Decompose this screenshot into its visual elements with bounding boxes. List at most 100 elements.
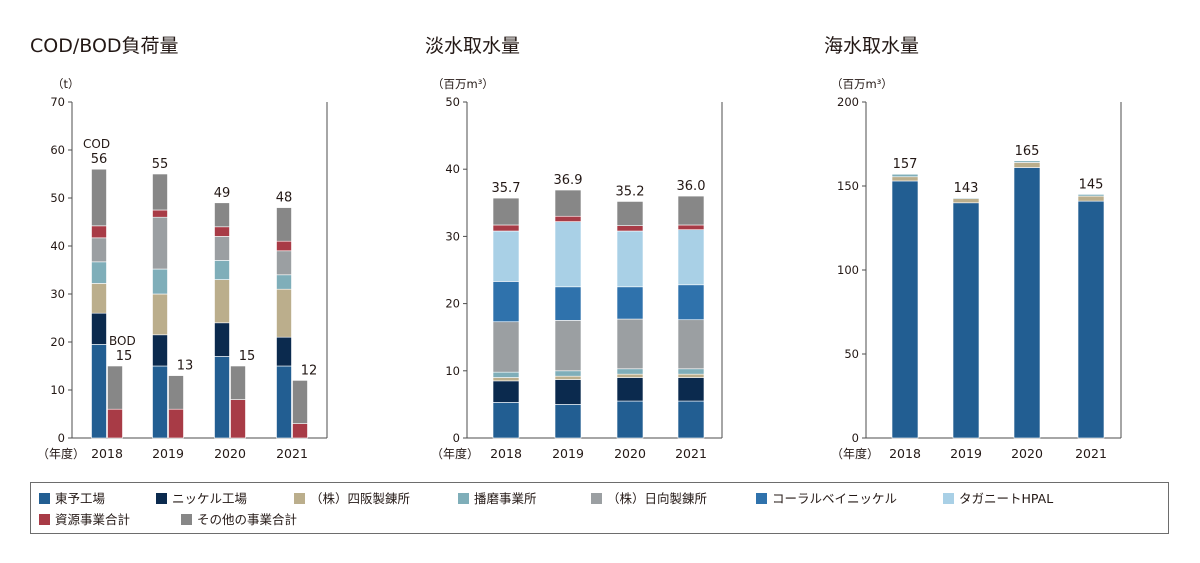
y-tick-label: 40: [445, 162, 460, 176]
bar-segment-shigen: [492, 224, 520, 232]
y-tick-label: 20: [50, 335, 65, 349]
bar-segment-hyuga: [91, 237, 107, 263]
bar-segment-shisaka: [152, 293, 168, 336]
legend-label: 資源事業合計: [55, 512, 131, 527]
legend-swatch: [943, 493, 954, 504]
y-tick-label: 150: [837, 179, 859, 193]
bar-segment-coral: [492, 281, 520, 323]
x-tick-label: 2020: [214, 446, 246, 461]
seawater-chart: 海水取水量 （百万m³） 0 50 100 150 200 （年度） 2018 2019 2020 2…: [824, 35, 1122, 461]
bar-segment-shigen: [276, 240, 292, 252]
bar-segment-shigen: [168, 408, 184, 439]
bar-segment-higashiyo: [492, 402, 520, 439]
bar-segment-hyuga: [677, 319, 705, 370]
x-tick-label: 2020: [614, 446, 646, 461]
legend-item-other: その他の事業合計: [181, 512, 297, 528]
x-tick-label: 2018: [91, 446, 123, 461]
bar-segment-taganito: [492, 230, 520, 282]
bar-segment-harima: [91, 261, 107, 284]
y-tick-label: 70: [50, 95, 65, 109]
bar-total-label: 12: [301, 363, 318, 378]
bar-total-label: 36.0: [677, 179, 706, 194]
legend-item-hyuga: （株）日向製錬所: [591, 491, 707, 507]
bar-segment-hyuga: [152, 216, 168, 270]
y-tick-label: 40: [50, 239, 65, 253]
bar-total-label: 143: [954, 181, 979, 196]
legend-swatch: [591, 493, 602, 504]
bar-segment-shisaka: [952, 198, 980, 204]
bar-segment-nickel: [91, 312, 107, 345]
legend-item-taganito: タガニートHPAL: [943, 491, 1053, 507]
y-tick-label: 50: [50, 191, 65, 205]
y-tick-label: 0: [453, 431, 460, 445]
bar-segment-shigen: [107, 408, 123, 439]
bar-segment-other: [214, 202, 230, 228]
x-tick-label: 2020: [1011, 446, 1043, 461]
bar-segment-shisaka: [1077, 195, 1105, 202]
bar-total-label: 145: [1079, 177, 1104, 192]
bar-segment-nickel: [554, 379, 582, 405]
legend-swatch: [39, 514, 50, 525]
y-tick-label: 50: [445, 95, 460, 109]
y-tick-label: 50: [844, 347, 859, 361]
bar-segment-higashiyo: [91, 344, 107, 439]
legend-item-nickel: ニッケル工場: [156, 491, 247, 507]
bar-segment-higashiyo: [616, 400, 644, 439]
x-axis-label: （年度）: [37, 446, 85, 461]
cod-bod-chart: COD/BOD負荷量 （t） 0 10 20 30 40 50 60 70 （年度） 2018 2019…: [30, 35, 328, 461]
bar-total-label: 157: [893, 157, 918, 172]
bar-segment-harima: [616, 368, 644, 375]
legend-label: ニッケル工場: [172, 491, 248, 506]
bar-segment-harima: [1013, 160, 1041, 163]
bar-segment-harima: [891, 173, 919, 178]
bar-segment-nickel: [677, 377, 705, 402]
bar-segment-other: [107, 365, 123, 410]
bar-segment-nickel: [616, 377, 644, 402]
bar-segment-harima: [214, 260, 230, 280]
bar-segment-coral: [554, 286, 582, 321]
bar-segment-nickel: [152, 334, 168, 367]
bar-segment-shisaka: [554, 375, 582, 380]
bar-segment-nickel: [492, 380, 520, 403]
bar-segment-shigen: [230, 399, 246, 439]
bar-segment-shigen: [292, 423, 308, 439]
legend-label: 東予工場: [55, 491, 106, 506]
bar-segment-shisaka: [492, 377, 520, 382]
x-tick-label: 2021: [276, 446, 308, 461]
bar-segment-higashiyo: [952, 202, 980, 439]
bar-segment-higashiyo: [152, 365, 168, 439]
bar-segment-harima: [1077, 194, 1105, 197]
bar-segment-higashiyo: [1077, 200, 1105, 439]
y-tick-label: 0: [58, 431, 65, 445]
legend-item-shigen: 資源事業合計: [39, 512, 130, 528]
chart-title: 淡水取水量: [425, 35, 520, 57]
legend-swatch: [294, 493, 305, 504]
x-axis-label: （年度）: [831, 446, 879, 461]
bar-segment-shisaka: [677, 373, 705, 378]
bar-segment-other: [276, 207, 292, 242]
bar-segment-hyuga: [554, 320, 582, 372]
chart-title: COD/BOD負荷量: [30, 35, 179, 57]
legend-item-shisaka: （株）四阪製錬所: [294, 491, 410, 507]
bar-segment-hyuga: [276, 250, 292, 276]
x-tick-label: 2018: [889, 446, 921, 461]
bar-segment-shigen: [554, 215, 582, 222]
bar-segment-shisaka: [276, 288, 292, 338]
bar-segment-harima: [152, 268, 168, 295]
y-tick-label: 200: [837, 95, 859, 109]
bar-segment-shigen: [616, 225, 644, 232]
freshwater-chart: 淡水取水量 （百万m³） 0 10 20 30 40 50 （年度） 2018 2019 2020 20…: [425, 35, 723, 461]
bar-segment-harima: [677, 368, 705, 375]
bar-segment-shigen: [91, 225, 107, 239]
bar-total-label: 35.2: [616, 184, 645, 199]
bar-segment-shigen: [214, 226, 230, 237]
legend-item-coral: コーラルベイニッケル: [756, 491, 897, 507]
bar-segment-harima: [492, 371, 520, 378]
bar-segment-nickel: [276, 336, 292, 367]
y-tick-label: 20: [445, 297, 460, 311]
x-axis-label: （年度）: [431, 446, 479, 461]
legend-label: （株）四阪製錬所: [310, 491, 411, 506]
bar-segment-coral: [616, 286, 644, 320]
y-axis-unit: （t）: [52, 77, 80, 91]
